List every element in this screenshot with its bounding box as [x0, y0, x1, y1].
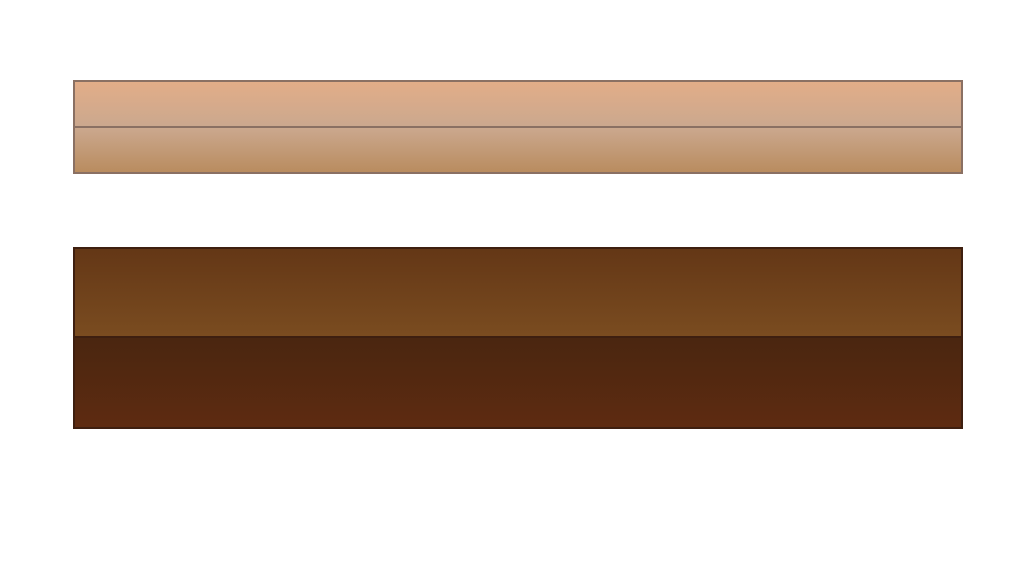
dark-bar-top-band	[75, 249, 961, 338]
dark-bar	[73, 247, 963, 429]
dark-bar-bottom-band	[75, 338, 961, 427]
light-bar	[73, 80, 963, 174]
light-bar-top-band	[75, 82, 961, 128]
light-bar-bottom-band	[75, 128, 961, 172]
